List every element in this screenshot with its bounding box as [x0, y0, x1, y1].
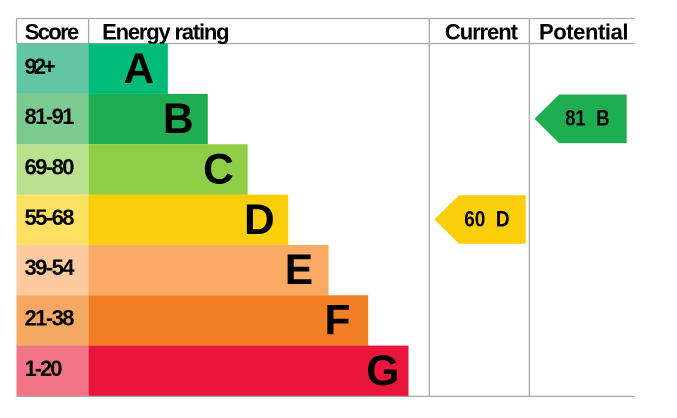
svg-text:81-91: 81-91 — [25, 104, 75, 129]
svg-text:60 D: 60 D — [464, 207, 509, 232]
svg-text:Score: Score — [25, 19, 79, 44]
svg-text:39-54: 39-54 — [25, 255, 76, 280]
svg-text:Potential: Potential — [539, 19, 629, 44]
svg-text:81 B: 81 B — [565, 106, 609, 131]
svg-text:F: F — [324, 297, 350, 344]
svg-text:Current: Current — [445, 19, 519, 44]
svg-text:1-20: 1-20 — [25, 356, 63, 381]
svg-text:E: E — [285, 247, 313, 294]
svg-text:Energy rating: Energy rating — [102, 19, 230, 44]
svg-text:G: G — [366, 348, 399, 395]
svg-text:A: A — [123, 46, 154, 93]
svg-text:B: B — [163, 96, 194, 143]
svg-text:D: D — [244, 197, 275, 244]
svg-text:21-38: 21-38 — [25, 305, 75, 330]
svg-text:69-80: 69-80 — [25, 154, 75, 179]
svg-text:C: C — [203, 146, 234, 193]
svg-text:55-68: 55-68 — [25, 205, 75, 230]
svg-text:92+: 92+ — [25, 54, 57, 79]
